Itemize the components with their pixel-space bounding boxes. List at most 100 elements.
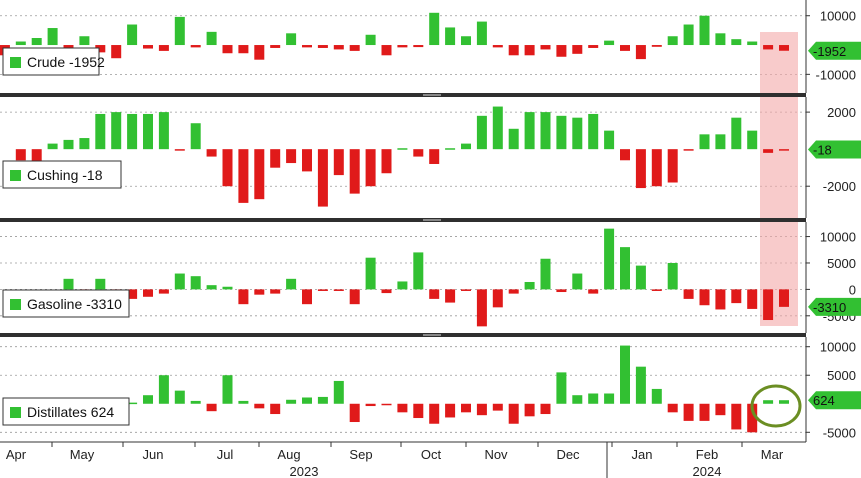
crude-bar bbox=[683, 24, 694, 46]
crude-bar bbox=[556, 45, 567, 57]
crude-bar bbox=[47, 28, 58, 46]
gasoline-bar bbox=[635, 265, 646, 290]
gasoline-bar bbox=[63, 278, 74, 290]
distillates-bar bbox=[381, 403, 392, 406]
crude-bar bbox=[174, 16, 185, 46]
distillates-bar bbox=[667, 403, 678, 413]
cushing-bar bbox=[747, 130, 758, 150]
x-year-label: 2023 bbox=[290, 464, 319, 478]
gasoline-bar bbox=[572, 273, 583, 290]
crude-bar bbox=[397, 45, 408, 48]
cushing-bar bbox=[158, 112, 169, 150]
cushing-bar bbox=[492, 106, 503, 150]
distillates-bar bbox=[635, 366, 646, 404]
cushing-bar bbox=[429, 149, 440, 164]
legend-layer: Crude -1952 Cushing -18 Gasoline -3310 Dist… bbox=[2, 47, 130, 426]
highlight-recent-weeks bbox=[760, 32, 798, 326]
gasoline-bar bbox=[556, 289, 567, 293]
crude-bar bbox=[143, 45, 153, 49]
x-month-label: Nov bbox=[484, 447, 508, 462]
x-month-label: Jul bbox=[217, 447, 234, 462]
distillates-bar bbox=[365, 403, 376, 407]
distillates-bar bbox=[254, 403, 265, 409]
distillates-bar bbox=[222, 375, 233, 404]
distillates-ytick-label: 10000 bbox=[820, 340, 856, 355]
gasoline-bar bbox=[604, 228, 615, 290]
crude-bar bbox=[333, 45, 344, 50]
cushing-bar bbox=[540, 112, 551, 150]
crude-bar bbox=[635, 45, 646, 60]
gasoline-last-value-label: -3310 bbox=[813, 300, 846, 315]
distillates-bar bbox=[572, 395, 583, 404]
bars-layer bbox=[0, 12, 789, 433]
crude-bar bbox=[270, 45, 281, 48]
gasoline-bar bbox=[302, 289, 312, 305]
cushing-bar bbox=[365, 149, 376, 187]
crude-bar bbox=[604, 40, 615, 46]
x-month-label: Jun bbox=[143, 447, 164, 462]
crude-bar bbox=[349, 45, 360, 51]
crude-bar bbox=[476, 21, 487, 46]
gasoline-bar bbox=[429, 289, 440, 299]
distillates-callout-circle bbox=[750, 384, 802, 428]
cushing-bar bbox=[651, 149, 662, 187]
crude-bar bbox=[508, 45, 519, 56]
gasoline-bar bbox=[190, 276, 201, 290]
cushing-bar bbox=[556, 115, 567, 150]
crude-last-value-label: -1952 bbox=[813, 44, 846, 59]
gasoline-bar bbox=[508, 289, 519, 294]
gasoline-ytick-label: 5000 bbox=[827, 256, 856, 271]
distillates-bar bbox=[699, 403, 710, 421]
crude-bar bbox=[206, 31, 217, 46]
cushing-bar bbox=[413, 149, 424, 157]
distillates-bar bbox=[317, 396, 328, 404]
gasoline-bar bbox=[524, 281, 535, 290]
cushing-bar bbox=[206, 149, 217, 157]
gasoline-bar bbox=[381, 289, 392, 294]
cushing-bar bbox=[779, 149, 789, 151]
distillates-bar bbox=[143, 395, 153, 404]
gasoline-bar bbox=[620, 247, 630, 290]
cushing-bar bbox=[508, 128, 519, 150]
x-month-label: Apr bbox=[6, 447, 27, 462]
crude-bar bbox=[620, 45, 630, 51]
cushing-bar bbox=[349, 149, 360, 194]
gasoline-bar bbox=[317, 289, 328, 291]
crude-bar bbox=[540, 45, 551, 50]
panel-separator bbox=[0, 333, 806, 337]
cushing-last-value-label: -18 bbox=[813, 142, 832, 157]
cushing-bar bbox=[222, 149, 233, 187]
gasoline-bar bbox=[731, 289, 742, 304]
cushing-bar bbox=[31, 149, 42, 172]
gasoline-bar bbox=[286, 278, 297, 290]
distillates-bar bbox=[556, 372, 567, 404]
crude-bar bbox=[302, 45, 312, 48]
cushing-bar bbox=[763, 149, 774, 153]
distillates-bar bbox=[747, 403, 758, 433]
panel-separator-handle bbox=[423, 334, 441, 336]
gasoline-bar bbox=[588, 289, 599, 294]
cushing-ytick-label: 2000 bbox=[827, 105, 856, 120]
annotation-layer bbox=[750, 384, 802, 428]
gasoline-bar bbox=[413, 252, 424, 290]
cushing-bar bbox=[333, 149, 344, 176]
cushing-bar bbox=[445, 148, 456, 150]
crude-bar bbox=[524, 45, 535, 56]
cushing-ytick-label: -2000 bbox=[823, 179, 856, 194]
crude-bar bbox=[286, 33, 297, 46]
crude-bar bbox=[31, 38, 42, 46]
cushing-bar bbox=[635, 149, 646, 189]
distillates-bar bbox=[127, 402, 138, 405]
cushing-bar bbox=[111, 112, 122, 150]
gasoline-bar bbox=[699, 289, 710, 306]
gasoline-bar bbox=[206, 285, 217, 290]
distillates-bar bbox=[540, 403, 551, 415]
cushing-bar bbox=[47, 143, 58, 150]
cushing-bar bbox=[381, 149, 392, 174]
crude-bar bbox=[15, 41, 26, 46]
distillates-bar bbox=[476, 403, 487, 416]
cushing-legend-swatch bbox=[10, 170, 21, 181]
gasoline-bar bbox=[651, 289, 662, 291]
